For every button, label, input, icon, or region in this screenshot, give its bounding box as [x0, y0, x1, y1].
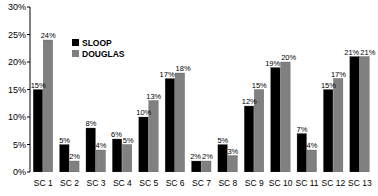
- data-label: 2%: [69, 152, 80, 161]
- data-label: 24%: [41, 31, 56, 40]
- data-label: 4%: [307, 141, 318, 150]
- bar: [323, 90, 333, 173]
- y-tick-label: 5%: [13, 140, 26, 150]
- x-tick-label: SC 10: [269, 178, 293, 188]
- y-tick-label: 25%: [8, 30, 26, 40]
- y-tick-label: 30%: [8, 2, 26, 12]
- x-tick-label: SC 5: [139, 178, 158, 188]
- data-label: 2%: [202, 152, 213, 161]
- bar: [350, 57, 360, 173]
- x-tick-label: SC 3: [87, 178, 106, 188]
- bar: [228, 156, 238, 173]
- bar: [360, 57, 370, 173]
- bar: [43, 40, 53, 172]
- bar: [202, 161, 212, 172]
- y-tick: [27, 89, 30, 90]
- y-tick-label: 10%: [8, 112, 26, 122]
- data-label: 5%: [123, 136, 134, 145]
- data-label: 10%: [136, 108, 151, 117]
- bar: [60, 145, 69, 173]
- data-label: 17%: [331, 70, 346, 79]
- bar: [70, 161, 80, 172]
- bar: [165, 79, 175, 173]
- legend-swatch: [72, 39, 79, 46]
- x-tick-label: SC 9: [245, 178, 264, 188]
- bar: [333, 79, 343, 173]
- data-label: 3%: [227, 147, 238, 156]
- bar: [175, 73, 185, 172]
- data-label: 2%: [190, 152, 201, 161]
- bar: [33, 90, 43, 173]
- y-tick: [27, 62, 30, 63]
- data-label: 8%: [86, 119, 97, 128]
- chart: 0%5%10%15%20%25%30%15%24%5%2%8%4%6%5%10%…: [0, 0, 378, 196]
- x-tick-label: SC 4: [113, 178, 132, 188]
- x-tick-label: SC 2: [60, 178, 79, 188]
- data-label: 21%: [344, 48, 359, 57]
- bar: [122, 145, 132, 173]
- bar: [139, 117, 149, 172]
- data-label: 13%: [146, 92, 161, 101]
- data-label: 21%: [360, 48, 375, 57]
- bar: [112, 139, 122, 172]
- bar: [297, 134, 307, 173]
- y-tick: [27, 117, 30, 118]
- legend-swatch: [72, 50, 79, 57]
- y-tick-label: 0%: [13, 167, 26, 177]
- bar: [271, 68, 281, 173]
- data-label: 18%: [176, 64, 191, 73]
- y-tick: [27, 144, 30, 145]
- data-label: 15%: [31, 81, 46, 90]
- bar: [307, 150, 317, 172]
- data-label: 20%: [281, 53, 296, 62]
- x-tick-label: SC 11: [296, 178, 319, 188]
- x-tick-label: SC 13: [348, 178, 372, 188]
- data-label: 5%: [59, 136, 70, 145]
- bar: [281, 62, 291, 172]
- y-tick: [27, 172, 30, 173]
- bar: [86, 128, 96, 172]
- x-tick-label: SC 6: [166, 178, 185, 188]
- bar: [96, 150, 106, 172]
- data-label: 17%: [160, 70, 175, 79]
- data-label: 15%: [321, 81, 336, 90]
- legend-label: DOUGLAS: [82, 49, 125, 59]
- x-tick-label: SC 12: [322, 178, 346, 188]
- y-tick-label: 20%: [8, 57, 26, 67]
- y-tick: [27, 34, 30, 35]
- bar: [244, 106, 254, 172]
- x-tick-label: SC 1: [34, 178, 53, 188]
- data-label: 12%: [242, 97, 257, 106]
- data-label: 15%: [252, 81, 267, 90]
- data-label: 4%: [96, 141, 107, 150]
- data-label: 6%: [111, 130, 122, 139]
- y-tick: [27, 7, 30, 8]
- y-tick-label: 15%: [8, 85, 26, 95]
- data-label: 5%: [217, 136, 228, 145]
- bars: [33, 40, 369, 172]
- legend-label: SLOOP: [82, 38, 112, 48]
- data-label: 7%: [297, 125, 308, 134]
- x-tick-label: SC 7: [192, 178, 211, 188]
- bar: [192, 161, 202, 172]
- x-tick-label: SC 8: [218, 178, 237, 188]
- bar: [218, 145, 228, 173]
- data-label: 19%: [265, 59, 280, 68]
